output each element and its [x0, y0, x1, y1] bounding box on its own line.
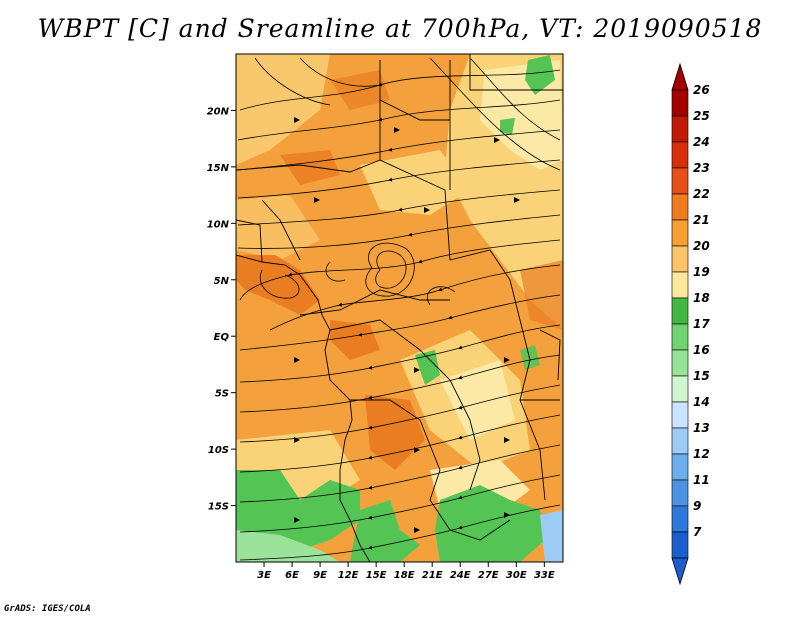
colorbar-swatch	[671, 479, 689, 507]
wbpt-green-patch-east	[520, 345, 540, 370]
colorbar-swatch	[671, 89, 689, 117]
map-panel: 20N 15N 10N 5N EQ 5S 10S 15S 3E 6E 9E 12E 15E 18E 21E…	[207, 53, 564, 581]
grads-credit: GrADS: IGES/COLA	[4, 604, 91, 614]
colorbar-swatch	[671, 323, 689, 351]
lat-tick-label: 5S	[215, 389, 229, 400]
colorbar-swatch	[671, 167, 689, 195]
lon-tick-label: 18E	[394, 570, 415, 581]
lon-tick-label: 15E	[366, 570, 387, 581]
colorbar-label: 9	[693, 499, 701, 513]
lat-tick-label: 20N	[207, 106, 230, 117]
wbpt-warm-region-east	[520, 260, 563, 330]
wbpt-warm-region-north	[280, 150, 340, 185]
lon-tick-label: 21E	[422, 570, 443, 581]
colorbar-label: 19	[693, 265, 710, 279]
colorbar-label: 18	[693, 291, 710, 305]
wbpt-light-region-west	[236, 195, 320, 260]
lat-tick-label: 10S	[208, 445, 229, 456]
colorbar-label: 14	[693, 395, 710, 409]
wbpt-green-patch-northeast	[500, 118, 515, 135]
colorbar-label: 22	[693, 187, 710, 201]
colorbar-top-triangle	[671, 62, 689, 91]
lon-tick-label: 9E	[313, 570, 327, 581]
lon-tick-label: 12E	[338, 570, 359, 581]
colorbar-swatch	[671, 453, 689, 481]
lon-tick-label: 3E	[257, 570, 271, 581]
streamlines	[237, 57, 561, 561]
colorbar-label: 23	[693, 161, 710, 175]
colorbar-label: 25	[693, 109, 710, 123]
colorbar-swatch	[671, 531, 689, 559]
colorbar-label: 20	[693, 239, 710, 253]
longitude-axis: 3E 6E 9E 12E 15E 18E 21E 24E 27E 30E 33E	[257, 562, 555, 581]
wind-arrows	[294, 117, 520, 533]
colorbar-label: 13	[693, 421, 710, 435]
colorbar-label: 11	[693, 473, 710, 487]
wbpt-light-region-northwest	[236, 54, 330, 165]
colorbar-label: 21	[693, 213, 710, 227]
lon-tick-label: 27E	[478, 570, 499, 581]
colorbar: 26 25 24 23 22 21 20 19 18 17 16 15 14 13 12 11 9 7	[671, 62, 710, 586]
colorbar-label: 16	[693, 343, 710, 357]
lat-tick-label: 5N	[214, 276, 230, 287]
colorbar-label: 12	[693, 447, 710, 461]
colorbar-label: 15	[693, 369, 710, 383]
colorbar-swatch	[671, 427, 689, 455]
colorbar-swatch	[671, 141, 689, 169]
colorbar-swatch	[671, 401, 689, 429]
map-title: WBPT [C] and Sreamline at 700hPa, VT: 20…	[37, 14, 763, 43]
lon-tick-label: 6E	[285, 570, 299, 581]
colorbar-label: 17	[693, 317, 710, 331]
colorbar-swatch	[671, 297, 689, 325]
lat-tick-label: EQ	[214, 332, 230, 343]
colorbar-swatch	[671, 375, 689, 403]
wbpt-lightgreen-region-southwest	[236, 530, 340, 562]
latitude-axis: 20N 15N 10N 5N EQ 5S 10S 15S	[207, 106, 236, 513]
lon-tick-label: 33E	[534, 570, 555, 581]
lat-tick-label: 15N	[207, 163, 230, 174]
colorbar-label: 24	[693, 135, 710, 149]
lon-tick-label: 30E	[506, 570, 527, 581]
map-frame	[235, 53, 564, 563]
colorbar-label: 26	[693, 83, 710, 97]
colorbar-swatch	[671, 245, 689, 273]
colorbar-bottom-triangle	[671, 557, 689, 586]
wbpt-green-region-southwest	[236, 470, 360, 550]
wbpt-green-region-southeast	[435, 485, 545, 562]
wbpt-green-region-northeast	[525, 55, 555, 95]
wbpt-blue-region-southeast	[540, 510, 563, 562]
lat-tick-label: 15S	[208, 502, 229, 513]
colorbar-swatch	[671, 349, 689, 377]
colorbar-swatch	[671, 271, 689, 299]
colorbar-swatch	[671, 505, 689, 533]
colorbar-label: 7	[693, 525, 702, 539]
lon-tick-label: 24E	[450, 570, 471, 581]
wbpt-light-region-sahel	[360, 150, 470, 215]
lat-tick-label: 10N	[207, 219, 230, 230]
colorbar-swatch	[671, 219, 689, 247]
colorbar-swatch	[671, 115, 689, 143]
colorbar-swatch	[671, 193, 689, 221]
